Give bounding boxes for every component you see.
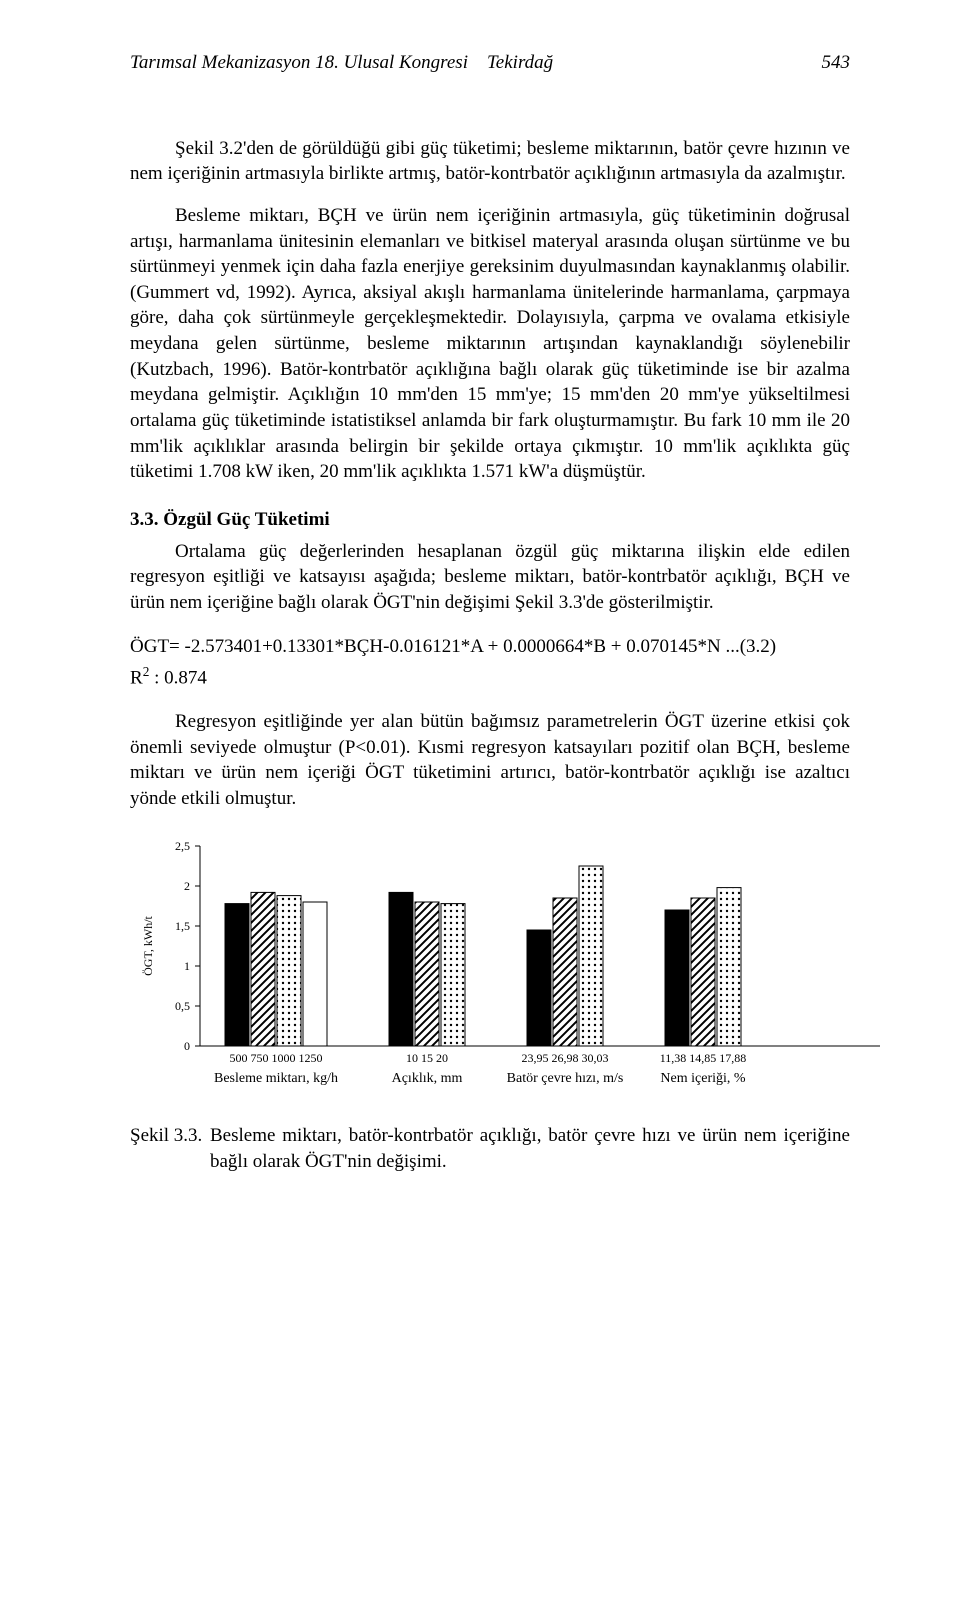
paragraph-4: Regresyon eşitliğinde yer alan bütün bağ… xyxy=(130,709,850,812)
heading-3-3: 3.3. Özgül Güç Tüketimi xyxy=(130,507,850,533)
svg-text:11,38 14,85 17,88: 11,38 14,85 17,88 xyxy=(660,1051,747,1065)
figure-caption-text: Besleme miktarı, batör-kontrbatör açıklı… xyxy=(210,1123,850,1174)
svg-text:Batör çevre hızı, m/s: Batör çevre hızı, m/s xyxy=(507,1071,624,1086)
ogt-bar-chart: 0 0,5 1 1,5 2 2,5 ÖGT, kWh/t 500 750 1000 1250 B… xyxy=(130,836,850,1104)
svg-text:0: 0 xyxy=(184,1039,190,1053)
svg-text:2,5: 2,5 xyxy=(175,839,190,853)
paragraph-1: Şekil 3.2'den de görüldüğü gibi güç tüke… xyxy=(130,136,850,187)
svg-text:ÖGT, kWh/t: ÖGT, kWh/t xyxy=(141,915,155,975)
svg-text:Besleme miktarı, kg/h: Besleme miktarı, kg/h xyxy=(214,1071,338,1086)
figure-caption-key: Şekil 3.3. xyxy=(130,1123,210,1174)
svg-text:500 750 1000 1250: 500 750 1000 1250 xyxy=(230,1051,323,1065)
header-city: Tekirdağ xyxy=(487,52,553,73)
regression-equation: ÖGT= -2.573401+0.13301*BÇH-0.016121*A + … xyxy=(130,634,850,660)
header-page-number: 543 xyxy=(822,50,851,76)
svg-text:10 15 20: 10 15 20 xyxy=(406,1051,448,1065)
svg-text:23,95 26,98 30,03: 23,95 26,98 30,03 xyxy=(522,1051,609,1065)
figure-caption: Şekil 3.3. Besleme miktarı, batör-kontrb… xyxy=(130,1123,850,1174)
r-squared: R2 : 0.874 xyxy=(130,663,850,691)
svg-text:1,5: 1,5 xyxy=(175,919,190,933)
svg-text:Açıklık, mm: Açıklık, mm xyxy=(392,1071,463,1086)
svg-text:1: 1 xyxy=(184,959,190,973)
svg-text:Nem içeriği, %: Nem içeriği, % xyxy=(660,1071,745,1086)
paragraph-2: Besleme miktarı, BÇH ve ürün nem içeriği… xyxy=(130,203,850,485)
paragraph-3: Ortalama güç değerlerinden hesaplanan öz… xyxy=(130,539,850,616)
svg-text:0,5: 0,5 xyxy=(175,999,190,1013)
header-left: Tarımsal Mekanizasyon 18. Ulusal Kongres… xyxy=(130,52,468,73)
page-header: Tarımsal Mekanizasyon 18. Ulusal Kongres… xyxy=(130,50,850,76)
svg-text:2: 2 xyxy=(184,879,190,893)
